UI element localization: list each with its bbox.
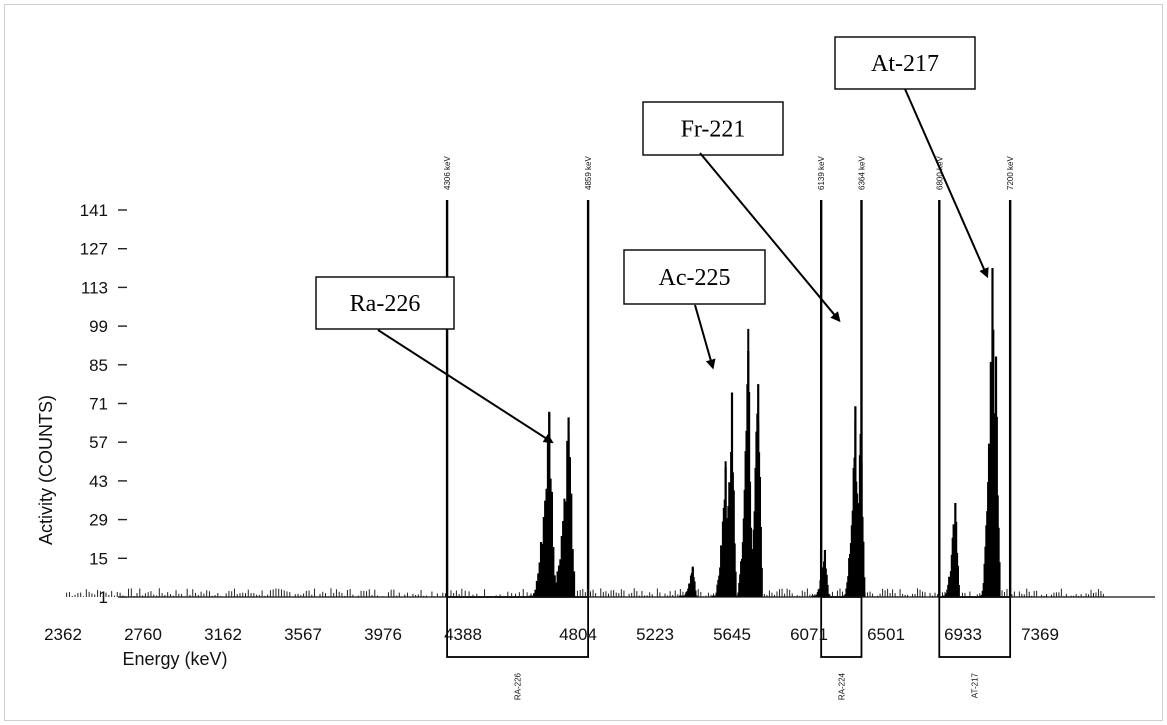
peak [941,503,960,597]
x-tick-label: 2362 [44,625,82,644]
callout-arrow [377,329,554,444]
callout-arrow [699,152,841,323]
region-left-label: 4306 keV [443,156,452,190]
region-boxes: 4306 keV 4859 keV RA-226 6139 keV 6364 keV RA… [443,156,1015,701]
x-axis-label: Energy (keV) [122,649,227,669]
region-ra-226: 4306 keV 4859 keV RA-226 [443,156,593,701]
peak [982,356,1001,597]
axes: 1 15 29 43 57 71 85 99 113 127 141 2362 2760 3162 3567… [44,201,1155,644]
y-tick-label: 127 [80,240,108,259]
peak [678,566,698,597]
spectrum-peaks [66,268,1104,597]
y-tick-label: 57 [89,433,108,452]
x-tick-label: 6933 [944,625,982,644]
y-tick-label: 85 [89,356,108,375]
y-tick-label: 99 [89,317,108,336]
y-tick-label: 43 [89,472,108,491]
x-tick-label: 3162 [204,625,242,644]
callout-box [315,276,455,330]
peak [548,417,576,597]
x-tick-label: 6071 [790,625,828,644]
callout-ra-226: Ra-226 [315,276,554,444]
x-tick-label: 6501 [867,625,905,644]
region-ra-224: 6139 keV 6364 keV RA-224 [817,156,866,701]
callout-ac-225: Ac-225 [623,249,766,370]
callout-arrow [694,304,716,370]
callouts: Ra-226 Ac-225 Fr-221 At-217 [315,36,989,444]
callout-at-217: At-217 [834,36,989,279]
callout-arrow [904,88,989,279]
x-tick-label: 4388 [444,625,482,644]
y-tick-label: 15 [89,549,108,568]
region-name-label: RA-224 [837,672,846,700]
y-tick-label: 113 [81,278,108,297]
peak [744,384,763,597]
callout-label: Ra-226 [350,291,421,317]
callout-label: At-217 [871,51,939,77]
x-tick-label: 4804 [559,625,597,644]
peak [528,411,556,597]
peak [811,550,830,597]
callout-label: Ac-225 [659,265,731,291]
x-tick-label: 7369 [1021,625,1059,644]
region-name-label: AT-217 [971,672,980,698]
callout-box [623,249,766,305]
callout-box [834,36,976,90]
y-tick-label: 29 [89,511,108,530]
x-tick-label: 5223 [636,625,674,644]
callout-fr-221: Fr-221 [642,101,841,323]
callout-label: Fr-221 [681,117,746,143]
y-axis-label: Activity (COUNTS) [36,395,56,545]
x-tick-label: 5645 [713,625,751,644]
x-tick-label: 3976 [364,625,402,644]
peak [718,392,737,597]
region-name-label: RA-226 [514,672,523,700]
callout-box [642,101,784,156]
region-left-label: 6139 keV [817,156,826,190]
x-tick-label: 2760 [124,625,162,644]
figure-border [4,4,1163,721]
region-at-217: 6800 keV 7200 keV AT-217 [935,156,1015,699]
region-right-label: 7200 keV [1006,156,1015,190]
peak [847,433,866,597]
peak [734,328,753,597]
region-left-label: 6800 keV [935,156,944,190]
y-tick-label: 141 [80,201,108,220]
region-right-label: 6364 keV [857,156,866,190]
y-tick-label: 71 [89,395,108,414]
x-tick-label: 3567 [284,625,322,644]
y-tick-label: 1 [99,588,108,607]
region-right-label: 4859 keV [584,156,593,190]
